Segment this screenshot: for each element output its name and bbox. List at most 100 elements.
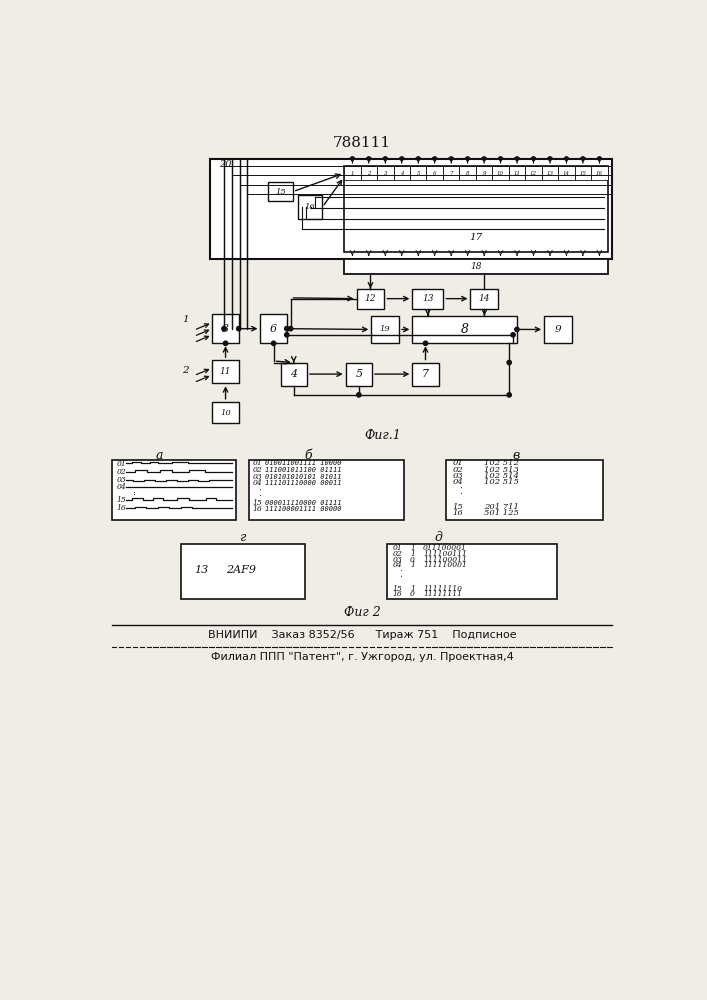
Circle shape <box>482 157 486 160</box>
Text: 6: 6 <box>270 324 277 334</box>
Text: б: б <box>305 449 312 462</box>
Text: а: а <box>156 449 163 462</box>
Text: 9: 9 <box>482 171 486 176</box>
Circle shape <box>515 157 519 160</box>
Text: 1: 1 <box>410 561 415 569</box>
Circle shape <box>356 393 361 397</box>
Bar <box>112 460 235 520</box>
Bar <box>591 166 607 180</box>
Bar <box>361 166 377 180</box>
Bar <box>492 166 509 180</box>
Text: 15: 15 <box>452 503 463 511</box>
Text: 4: 4 <box>400 171 404 176</box>
Text: 16: 16 <box>252 505 262 513</box>
Text: 102 513: 102 513 <box>484 466 518 474</box>
Text: 1: 1 <box>410 585 415 593</box>
Circle shape <box>507 360 511 365</box>
Text: 011100001: 011100001 <box>423 544 467 552</box>
Text: 16: 16 <box>305 203 315 211</box>
Text: 111100111: 111100111 <box>423 550 467 558</box>
Text: ·: · <box>460 489 463 499</box>
Text: 04: 04 <box>116 483 126 491</box>
Bar <box>525 166 542 180</box>
Text: 11: 11 <box>220 367 231 376</box>
Circle shape <box>511 333 515 337</box>
Bar <box>394 166 410 180</box>
Text: 010011001111 10000: 010011001111 10000 <box>265 460 341 466</box>
Circle shape <box>450 157 453 160</box>
Text: 4: 4 <box>290 369 298 379</box>
Text: 201 711: 201 711 <box>484 503 518 511</box>
Text: Фиг 2: Фиг 2 <box>344 606 380 619</box>
Text: 5: 5 <box>416 171 420 176</box>
Circle shape <box>223 341 228 345</box>
Text: 102 515: 102 515 <box>484 478 518 486</box>
Bar <box>268 182 293 201</box>
Text: 14: 14 <box>563 171 570 176</box>
Text: 02: 02 <box>116 468 126 476</box>
Text: 17: 17 <box>469 233 482 242</box>
Text: 16: 16 <box>452 509 463 517</box>
Text: 102 512: 102 512 <box>484 459 518 467</box>
Circle shape <box>271 341 276 345</box>
Circle shape <box>549 157 551 160</box>
Text: ·: · <box>400 572 403 582</box>
Text: 8: 8 <box>461 323 469 336</box>
Text: Филиал ППП "Патент", г. Ужгород, ул. Проектная,4: Филиал ППП "Патент", г. Ужгород, ул. Про… <box>211 652 513 662</box>
Text: 5: 5 <box>356 369 363 379</box>
Bar <box>371 316 399 343</box>
Text: ·: · <box>259 491 262 501</box>
Bar <box>542 166 559 180</box>
Circle shape <box>466 157 469 160</box>
Text: 0: 0 <box>410 590 415 598</box>
Bar <box>470 289 498 309</box>
Text: 9: 9 <box>555 325 561 334</box>
Bar <box>443 166 460 180</box>
Text: 19: 19 <box>380 325 390 333</box>
Text: 03: 03 <box>393 556 403 564</box>
Text: 000011110000 01111: 000011110000 01111 <box>265 500 341 506</box>
Text: 14: 14 <box>479 294 490 303</box>
Text: 788111: 788111 <box>333 136 391 150</box>
Bar <box>210 158 612 259</box>
Text: 15: 15 <box>580 171 586 176</box>
Text: 04: 04 <box>252 479 262 487</box>
Text: 02: 02 <box>393 550 403 558</box>
Bar <box>281 363 307 386</box>
Text: 03: 03 <box>116 476 126 484</box>
Text: 20: 20 <box>219 160 232 169</box>
Bar <box>212 402 239 423</box>
Text: 12: 12 <box>365 294 376 303</box>
Bar <box>412 289 443 309</box>
Text: 7: 7 <box>450 171 453 176</box>
Bar <box>356 289 385 309</box>
Bar <box>509 166 525 180</box>
Text: 04: 04 <box>393 561 403 569</box>
Bar <box>575 166 591 180</box>
Text: 2: 2 <box>182 366 189 375</box>
Bar <box>182 544 305 599</box>
Text: 1: 1 <box>410 550 415 558</box>
Text: 111100001111 00000: 111100001111 00000 <box>265 506 341 512</box>
Text: Фиг.1: Фиг.1 <box>365 429 402 442</box>
Text: 13: 13 <box>422 294 433 303</box>
Bar <box>346 363 372 386</box>
Circle shape <box>499 157 502 160</box>
Text: 11111110: 11111110 <box>423 585 462 593</box>
Text: 3: 3 <box>222 324 229 334</box>
Text: 6: 6 <box>433 171 436 176</box>
Text: ·: · <box>134 490 136 500</box>
Text: 2AF9: 2AF9 <box>226 565 257 575</box>
Text: 15: 15 <box>252 499 262 507</box>
Bar <box>559 166 575 180</box>
Bar <box>460 166 476 180</box>
Text: 111001011100 01111: 111001011100 01111 <box>265 467 341 473</box>
Text: г: г <box>239 531 245 544</box>
Circle shape <box>288 327 293 331</box>
Circle shape <box>423 341 428 345</box>
Text: 7: 7 <box>422 369 429 379</box>
Bar <box>410 166 426 180</box>
Bar <box>249 460 404 520</box>
Bar <box>260 314 287 343</box>
Text: ·: · <box>460 483 463 493</box>
